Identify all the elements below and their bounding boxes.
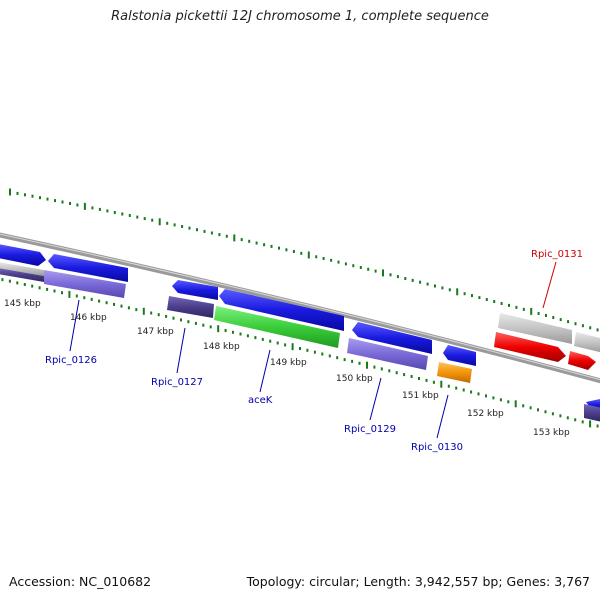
leader-rpic-0130 — [436, 394, 449, 439]
gene-features — [0, 244, 600, 422]
cds-feature-rpic-0130[interactable] — [443, 345, 476, 366]
cds-feature-rpic-0129-rna[interactable] — [347, 338, 428, 370]
cds-feature[interactable] — [0, 262, 44, 276]
scale-label: 151 kbp — [402, 391, 439, 401]
cds-feature-rpic-0131-gray[interactable] — [498, 313, 572, 344]
scale-label: 145 kbp — [4, 299, 41, 309]
gene-label-rpic-0129[interactable]: Rpic_0129 — [344, 424, 396, 435]
cds-feature-acek[interactable] — [219, 289, 344, 331]
cds-feature-rpic-0131[interactable] — [494, 332, 566, 362]
gene-label-acek[interactable]: aceK — [248, 395, 273, 406]
leader-acek — [259, 349, 271, 393]
cds-feature-acek-rna[interactable] — [214, 306, 340, 348]
gene-label-leaders — [69, 261, 557, 439]
cds-feature-rpic-0129[interactable] — [352, 322, 432, 354]
accession-text: Accession: NC_010682 — [9, 574, 152, 589]
tick-ring-inner — [1, 278, 599, 428]
cds-feature-gray-right[interactable] — [574, 332, 600, 353]
gene-label-rpic-0126[interactable]: Rpic_0126 — [45, 355, 97, 366]
cds-feature[interactable] — [0, 244, 46, 266]
scale-label: 150 kbp — [336, 374, 373, 384]
gene-labels: Rpic_0126 Rpic_0127 aceK Rpic_0129 Rpic_… — [45, 249, 583, 453]
chromosome-backbone-highlight — [0, 233, 600, 381]
scale-label: 152 kbp — [467, 409, 504, 419]
leader-rpic-0129 — [369, 377, 382, 421]
gene-label-rpic-0131[interactable]: Rpic_0131 — [531, 249, 583, 260]
scale-label: 149 kbp — [270, 358, 307, 368]
map-title: Ralstonia pickettii 12J chromosome 1, co… — [111, 9, 489, 24]
scale-labels: 145 kbp 146 kbp 147 kbp 148 kbp 149 kbp … — [4, 299, 570, 438]
cds-feature[interactable] — [584, 404, 600, 422]
leader-rpic-0131 — [542, 261, 557, 309]
tick-ring-outer — [9, 188, 599, 332]
cds-feature[interactable] — [0, 268, 44, 282]
leader-rpic-0127 — [176, 327, 186, 374]
topology-text: Topology: circular; Length: 3,942,557 bp… — [246, 574, 590, 589]
cds-feature-rpic-0127[interactable] — [172, 280, 218, 300]
gene-label-rpic-0130[interactable]: Rpic_0130 — [411, 442, 463, 453]
cds-feature-rpic-0127-rna[interactable] — [167, 296, 214, 318]
cds-feature-rpic-0126-rna[interactable] — [44, 270, 126, 298]
scale-label: 148 kbp — [203, 342, 240, 352]
cds-feature-red-right[interactable] — [568, 351, 596, 370]
cds-feature-rpic-0126[interactable] — [48, 254, 128, 282]
scale-label: 147 kbp — [137, 327, 174, 337]
cds-feature-rpic-0130-rna[interactable] — [437, 362, 472, 383]
scale-label: 146 kbp — [70, 313, 107, 323]
chromosome-backbone — [0, 232, 600, 384]
leader-rpic-0126 — [69, 299, 80, 352]
gene-label-rpic-0127[interactable]: Rpic_0127 — [151, 377, 203, 388]
scale-label: 153 kbp — [533, 428, 570, 438]
